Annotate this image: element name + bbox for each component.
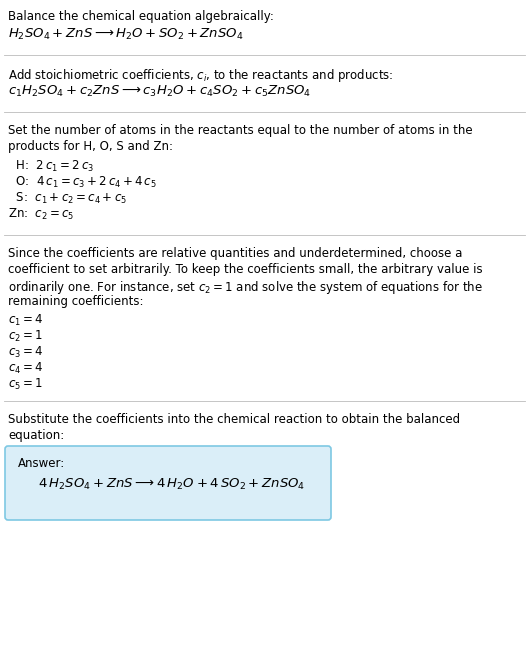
Text: Add stoichiometric coefficients, $c_i$, to the reactants and products:: Add stoichiometric coefficients, $c_i$, … <box>8 67 394 84</box>
Text: $c_1 = 4$: $c_1 = 4$ <box>8 313 43 328</box>
Text: $H_2SO_4 + ZnS \longrightarrow H_2O + SO_2 + ZnSO_4$: $H_2SO_4 + ZnS \longrightarrow H_2O + SO… <box>8 27 243 42</box>
Text: H:  $2\,c_1 = 2\,c_3$: H: $2\,c_1 = 2\,c_3$ <box>12 159 94 174</box>
Text: $c_4 = 4$: $c_4 = 4$ <box>8 361 43 376</box>
Text: Since the coefficients are relative quantities and underdetermined, choose a: Since the coefficients are relative quan… <box>8 247 462 260</box>
Text: Set the number of atoms in the reactants equal to the number of atoms in the: Set the number of atoms in the reactants… <box>8 124 472 137</box>
Text: Balance the chemical equation algebraically:: Balance the chemical equation algebraica… <box>8 10 274 23</box>
Text: remaining coefficients:: remaining coefficients: <box>8 295 143 308</box>
Text: O:  $4\,c_1 = c_3 + 2\,c_4 + 4\,c_5$: O: $4\,c_1 = c_3 + 2\,c_4 + 4\,c_5$ <box>12 175 157 190</box>
Text: equation:: equation: <box>8 429 64 442</box>
Text: Substitute the coefficients into the chemical reaction to obtain the balanced: Substitute the coefficients into the che… <box>8 413 460 426</box>
Text: $c_5 = 1$: $c_5 = 1$ <box>8 377 43 392</box>
Text: S:  $c_1 + c_2 = c_4 + c_5$: S: $c_1 + c_2 = c_4 + c_5$ <box>12 191 127 206</box>
Text: $c_2 = 1$: $c_2 = 1$ <box>8 329 43 344</box>
Text: products for H, O, S and Zn:: products for H, O, S and Zn: <box>8 140 173 153</box>
Text: ordinarily one. For instance, set $c_2 = 1$ and solve the system of equations fo: ordinarily one. For instance, set $c_2 =… <box>8 279 483 296</box>
Text: Answer:: Answer: <box>18 457 65 470</box>
Text: coefficient to set arbitrarily. To keep the coefficients small, the arbitrary va: coefficient to set arbitrarily. To keep … <box>8 263 482 276</box>
Text: Zn:  $c_2 = c_5$: Zn: $c_2 = c_5$ <box>8 207 75 222</box>
FancyBboxPatch shape <box>5 446 331 520</box>
Text: $c_1 H_2SO_4 + c_2 ZnS \longrightarrow c_3 H_2O + c_4 SO_2 + c_5 ZnSO_4$: $c_1 H_2SO_4 + c_2 ZnS \longrightarrow c… <box>8 84 311 99</box>
Text: $c_3 = 4$: $c_3 = 4$ <box>8 345 43 360</box>
Text: $4\,H_2SO_4 + ZnS \longrightarrow 4\,H_2O + 4\,SO_2 + ZnSO_4$: $4\,H_2SO_4 + ZnS \longrightarrow 4\,H_2… <box>38 477 305 492</box>
